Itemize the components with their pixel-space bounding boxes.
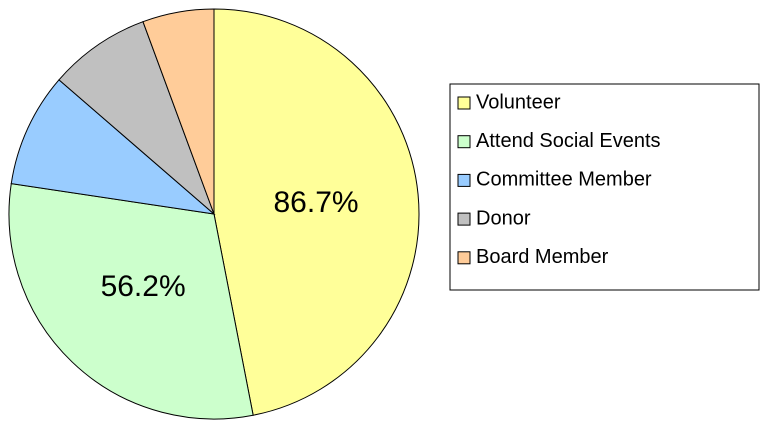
legend-swatch xyxy=(457,251,471,265)
legend-label: Attend Social Events xyxy=(476,130,661,152)
legend-swatch xyxy=(457,173,471,187)
legend-label: Board Member xyxy=(476,246,609,268)
legend-swatch xyxy=(457,96,471,110)
data-label: 86.7% xyxy=(273,186,358,219)
pie-slice xyxy=(8,183,254,420)
pie-slice xyxy=(10,79,216,215)
pie-slice xyxy=(142,8,215,215)
legend-box xyxy=(449,83,760,291)
legend-swatch xyxy=(457,212,471,226)
pie-slice xyxy=(58,21,215,215)
pie-slice xyxy=(213,8,420,416)
data-label: 56.2% xyxy=(101,270,186,303)
legend-label: Donor xyxy=(476,207,531,229)
legend-label: Volunteer xyxy=(476,91,561,113)
legend-swatch xyxy=(457,135,471,149)
legend-label: Committee Member xyxy=(476,169,652,191)
